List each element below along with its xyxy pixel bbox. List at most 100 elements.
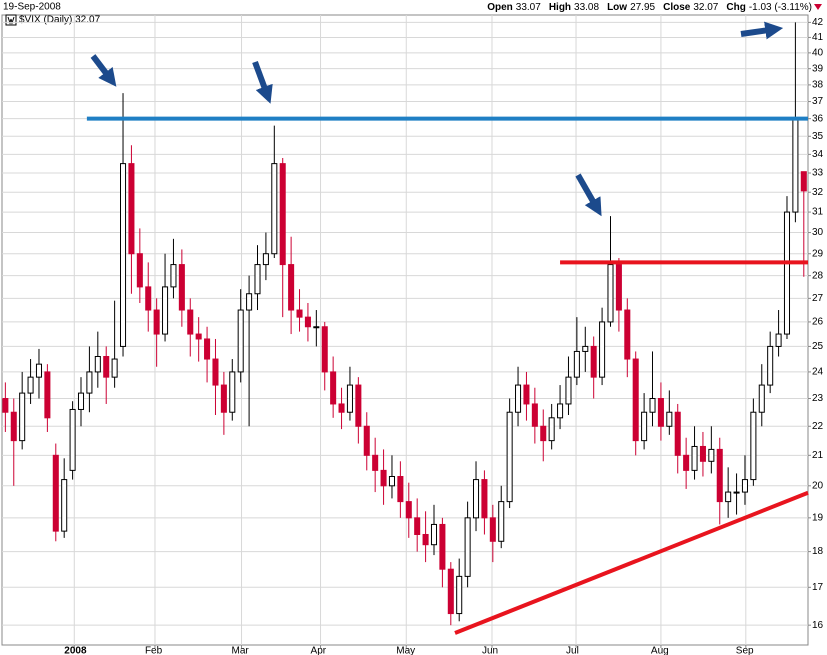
y-tick-label: 21 [812, 450, 824, 461]
candle-body [254, 264, 261, 295]
y-tick-label: 29 [812, 248, 824, 259]
candle-body [472, 479, 480, 519]
candle-body [363, 425, 370, 456]
candle-body [19, 392, 26, 442]
candle-body [27, 376, 34, 394]
legend-icon-w [7, 16, 15, 25]
arrow [90, 54, 117, 87]
candle-body [237, 309, 244, 373]
candle-body [632, 358, 639, 442]
candle-body [296, 309, 303, 318]
candle-body [338, 403, 345, 413]
header-label: Chg [726, 2, 745, 13]
header-value: 32.07 [693, 2, 718, 13]
candle-body [288, 264, 295, 311]
candle-body [10, 411, 17, 442]
candle-body [657, 398, 664, 427]
y-tick-label: 41 [812, 32, 824, 43]
candle-body [346, 384, 353, 413]
candle-body [262, 253, 269, 266]
candle-body [103, 355, 110, 378]
candle-body [136, 253, 143, 288]
candle-body [430, 523, 438, 546]
candle-body [388, 475, 395, 487]
candle-body [792, 118, 799, 213]
legend: $VIX (Daily) 32.07 [19, 15, 101, 26]
x-tick-label: Mar [232, 646, 250, 655]
candle-body [447, 568, 454, 615]
date: 19-Sep-2008 [3, 2, 61, 13]
candle-body [187, 309, 194, 335]
candle-body [380, 469, 387, 487]
candle-body [94, 355, 101, 373]
x-tick-label: Aug [651, 646, 669, 655]
candle-body [111, 358, 118, 378]
candle-body [145, 286, 152, 311]
candle-body [120, 163, 127, 347]
candle-body [741, 479, 748, 493]
candle-body [649, 398, 656, 413]
candle-body [86, 371, 93, 394]
candle-body [716, 448, 723, 503]
candle-body [304, 316, 311, 328]
y-tick-label: 23 [812, 393, 824, 404]
candle-body [481, 479, 488, 519]
arrow [252, 60, 273, 104]
candle-body [641, 411, 648, 442]
y-tick-label: 24 [812, 367, 824, 378]
candle-body [153, 309, 160, 335]
candle-body [321, 326, 328, 373]
candle-body [590, 345, 597, 378]
candle-body [599, 321, 606, 378]
candle-body [540, 425, 547, 442]
candle-body [220, 384, 227, 413]
candle-body [246, 293, 253, 311]
x-tick-label: Sep [736, 646, 754, 655]
candle-body [2, 398, 9, 413]
candle-body [372, 454, 379, 471]
candle-body [52, 454, 59, 532]
candle-body [515, 384, 522, 413]
candle-body [464, 517, 471, 577]
candle-body [783, 211, 791, 335]
y-tick-label: 31 [812, 207, 824, 218]
candle-body [279, 163, 286, 266]
annotation-line [454, 490, 809, 635]
candle-body [162, 286, 169, 335]
candle-body [557, 403, 564, 419]
candle-body [170, 264, 177, 288]
header-value: -1.03 (-3.11%) [749, 2, 812, 13]
candle-body [691, 445, 698, 471]
header-label: Low [607, 2, 627, 13]
y-tick-label: 37 [812, 96, 824, 107]
candle-body [758, 384, 765, 413]
y-tick-label: 39 [812, 63, 824, 74]
candle-body [573, 350, 580, 378]
candle-body [178, 264, 185, 311]
y-tick-label: 42 [812, 17, 824, 28]
y-tick-label: 27 [812, 293, 824, 304]
menu-arrow[interactable] [814, 4, 822, 10]
header-label: Close [663, 2, 691, 13]
candle-body [330, 371, 337, 405]
candle-body [313, 326, 320, 329]
arrow [740, 21, 784, 40]
candle-body [506, 411, 513, 503]
y-tick-label: 36 [812, 113, 824, 124]
candle-body [531, 403, 538, 427]
candle-body [699, 445, 706, 462]
y-tick-label: 26 [812, 317, 824, 328]
y-tick-label: 22 [812, 421, 824, 432]
header: Open 33.07 High 33.08 Low 27.95 Close 32.07 Chg -… [487, 2, 812, 13]
candle-body [195, 333, 202, 340]
candle-body [229, 371, 236, 413]
candle-body [615, 264, 622, 311]
candle-body [397, 475, 404, 503]
x-tick-label: May [396, 646, 415, 655]
y-tick-label: 28 [812, 270, 824, 281]
y-tick-label: 40 [812, 48, 824, 59]
y-tick-label: 18 [812, 546, 824, 557]
candle-body [683, 454, 690, 471]
arrow [575, 173, 602, 217]
